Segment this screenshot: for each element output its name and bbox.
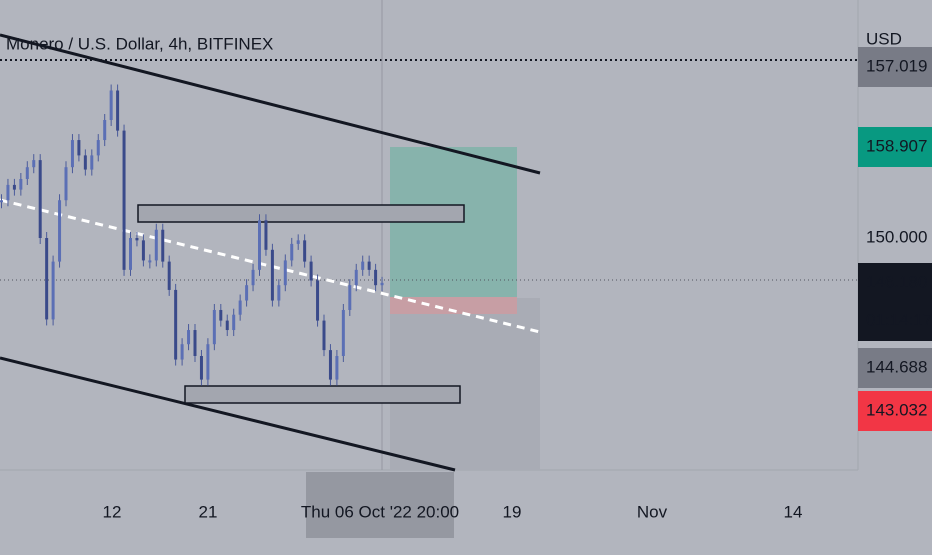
time-label: 19 [503,502,522,521]
candle [277,285,281,301]
candle [348,285,352,310]
candle [161,229,165,262]
candle [341,309,345,356]
candle [290,243,294,261]
candle [264,220,268,250]
currency: USD [866,29,902,48]
candle [38,160,42,238]
resistance-box [137,204,465,223]
time-label: 14 [784,502,803,521]
candle [187,330,191,345]
candle [335,356,339,380]
candle [90,155,94,170]
channel-bottom [0,356,456,472]
price-label-bg [858,348,932,388]
candle [251,269,255,286]
candle [174,289,178,360]
candle [225,320,229,331]
price-label: 01:14:17 [866,310,932,329]
candle [167,261,171,290]
time-label: 21 [199,502,218,521]
candle [238,300,242,315]
candle [219,309,223,321]
candle [283,260,287,286]
candle [12,184,16,190]
price-label: 158.907 [866,136,927,155]
candle [116,90,120,131]
candle [199,356,203,380]
candle [245,285,249,301]
candle [64,167,68,201]
candle [322,320,326,351]
candle [270,249,274,301]
candle [83,155,87,170]
candle [212,309,216,345]
title: Monero / U.S. Dollar, 4h, BITFINEX [6,34,273,53]
shade [390,298,540,470]
candle [180,344,184,360]
candle [141,240,145,261]
candle [154,229,158,261]
candle [232,314,236,331]
candle [70,140,74,168]
candle [361,261,365,270]
trend-line [0,198,541,334]
candle [32,160,36,168]
price-labels: 157.019 158.907 150.000 146.180 01:14:17 144.… [858,47,932,431]
price-label-bg [858,391,932,431]
candle [380,282,384,286]
price-label: 157.019 [866,56,927,75]
stop-zone [390,297,517,314]
candle [0,200,3,203]
candle [309,261,313,281]
price-label-bg [858,127,932,167]
price-label-bg [858,47,932,87]
candle [58,200,62,262]
candle [367,261,371,270]
price-label-bg [858,301,932,341]
price-label: 146.180 [866,272,927,291]
candle [303,240,307,262]
candle [6,184,10,201]
crosshair-label-bg [306,472,454,538]
price-label: 143.032 [866,400,927,419]
candle [109,90,113,120]
price-label: 150.000 [866,227,927,246]
candle [296,240,300,244]
candle [122,130,126,270]
time-label: Nov [637,502,668,521]
candle [374,269,378,286]
candle [129,238,132,270]
candle [96,140,100,156]
candle [316,280,320,321]
candle [103,120,107,141]
crosshair-label: Thu 06 Oct '22 20:00 [301,502,459,521]
candle [206,344,210,380]
candle [328,350,332,380]
candle [354,269,358,286]
support-box [184,385,461,404]
candle [19,179,23,190]
channel-top [0,33,541,175]
candle [77,140,81,156]
time-label: 12 [103,502,122,521]
candle [258,220,261,270]
candle [45,238,49,320]
candle [193,330,197,356]
price-label: 144.688 [866,357,927,376]
candles [0,84,384,386]
candle [25,167,29,179]
candle [148,260,152,263]
candle [51,261,55,320]
candle [135,238,139,241]
